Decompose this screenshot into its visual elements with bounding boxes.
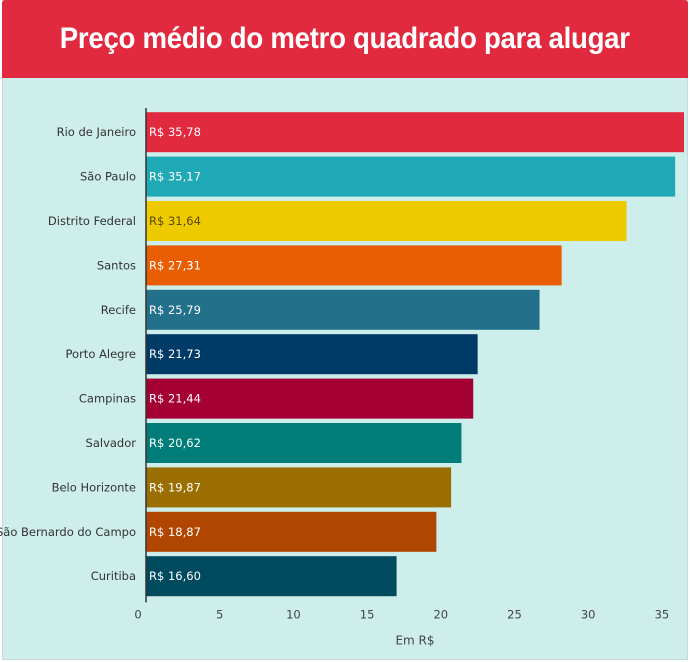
bars-layer [146,112,684,597]
x-tick-label: 30 [581,607,596,621]
category-label: Belo Horizonte [52,480,136,494]
bar-sao-bernardo-do-campo [146,511,437,552]
category-label: São Paulo [80,170,136,184]
bar-rio-de-janeiro [146,112,684,153]
value-label: R$ 35,78 [149,125,201,139]
category-label: Campinas [79,392,136,406]
labels-layer: Rio de Janeiro R$ 35,78 São Paulo R$ 35,17 D… [0,125,201,583]
bar-sao-paulo [146,156,676,197]
value-label: R$ 19,87 [149,480,201,494]
value-label: R$ 35,17 [149,170,201,184]
x-axis-title: Em R$ [395,633,434,647]
category-label: Santos [97,258,136,272]
chart-title: Preço médio do metro quadrado para aluga… [60,22,630,55]
x-axis: 0 5 10 15 20 25 30 35 [134,108,669,621]
value-label: R$ 21,73 [149,347,201,361]
value-label: R$ 27,31 [149,258,201,272]
x-tick-label: 35 [655,607,670,621]
category-label: Salvador [86,436,137,450]
category-label: Recife [101,303,136,317]
category-label: São Bernardo do Campo [0,525,136,539]
bar-santos [146,245,562,286]
category-label: Curitiba [91,569,136,583]
bar-campinas [146,378,474,419]
x-tick-label: 20 [433,607,448,621]
x-tick-label: 15 [360,607,375,621]
x-tick-label: 25 [507,607,522,621]
x-tick-label: 10 [286,607,301,621]
value-label: R$ 20,62 [149,436,201,450]
category-label: Rio de Janeiro [57,125,136,139]
bar-belo-horizonte [146,467,452,508]
bar-recife [146,289,540,330]
category-label: Porto Alegre [66,347,136,361]
bar-distrito-federal [146,201,627,241]
value-label: R$ 21,44 [149,392,201,406]
x-tick-label: 5 [216,607,223,621]
title-bar: Preço médio do metro quadrado para aluga… [2,0,688,78]
bar-salvador [146,423,462,463]
value-label: R$ 16,60 [149,569,201,583]
value-label: R$ 31,64 [149,214,201,228]
bar-porto-alegre [146,334,478,375]
value-label: R$ 18,87 [149,525,201,539]
bar-curitiba [146,556,397,597]
category-label: Distrito Federal [48,214,136,228]
x-tick-label: 0 [134,607,141,621]
value-label: R$ 25,79 [149,303,201,317]
